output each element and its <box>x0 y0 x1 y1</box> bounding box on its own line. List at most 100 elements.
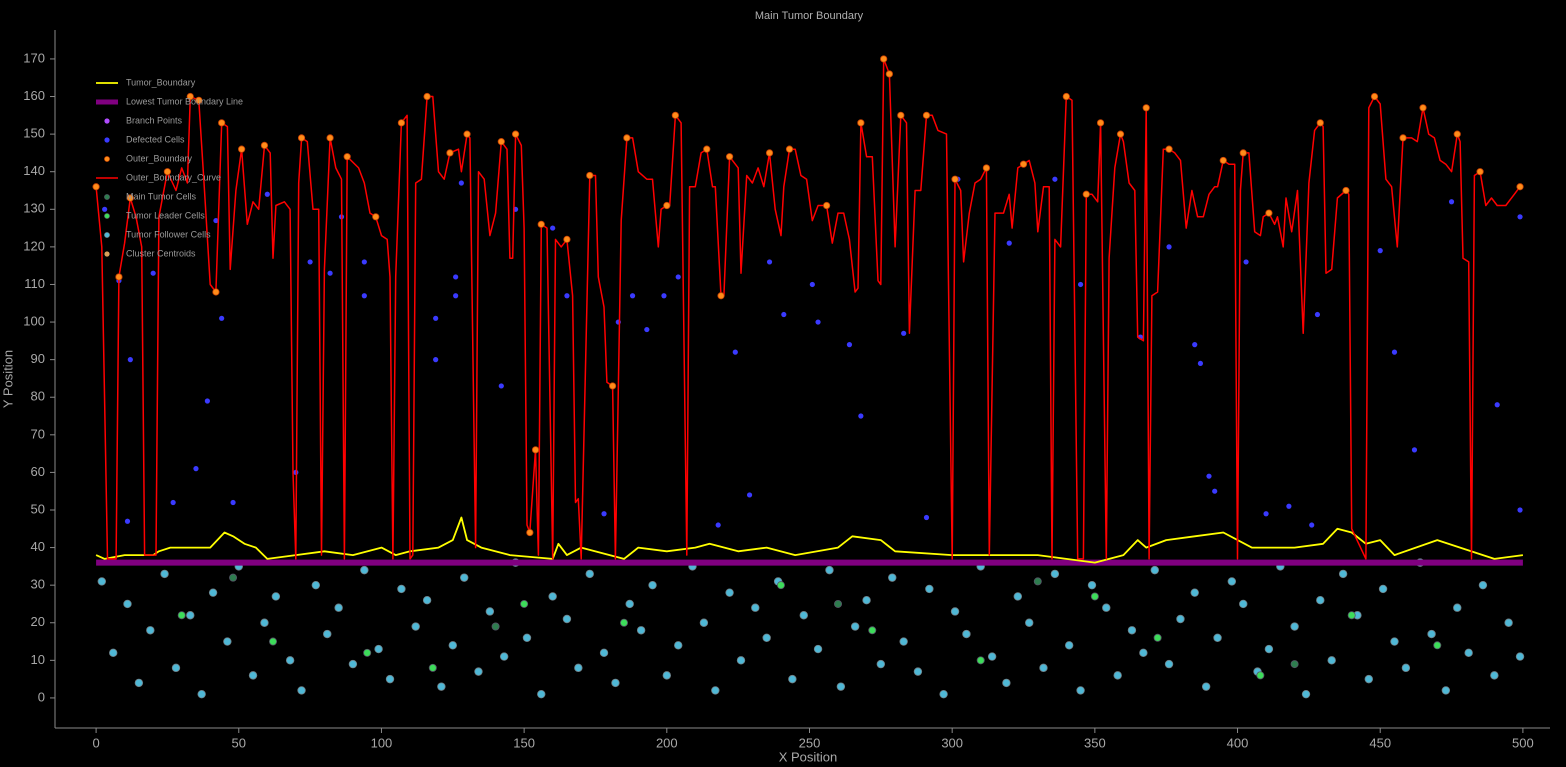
data-point <box>327 270 333 276</box>
data-point <box>1127 626 1137 635</box>
data-point <box>585 569 594 579</box>
data-point <box>1087 580 1097 590</box>
data-point <box>574 663 583 673</box>
data-point <box>485 607 495 616</box>
data-point <box>491 622 500 631</box>
data-point <box>1301 689 1311 699</box>
data-point <box>150 270 156 276</box>
y-tick-label: 70 <box>31 426 45 441</box>
data-point <box>550 225 556 231</box>
data-point <box>675 274 681 280</box>
data-point <box>885 70 893 78</box>
data-point <box>497 138 505 146</box>
data-point <box>1192 342 1198 348</box>
data-point <box>163 168 172 176</box>
data-point <box>1478 580 1488 590</box>
x-tick-label: 50 <box>232 735 246 750</box>
data-point <box>611 678 620 688</box>
data-point <box>823 201 831 210</box>
legend-label: Cluster Centroids <box>126 248 196 258</box>
data-point <box>1239 149 1247 157</box>
data-point <box>1033 577 1042 586</box>
x-tick-label: 0 <box>92 735 99 750</box>
data-point <box>171 663 181 673</box>
data-point <box>218 119 226 127</box>
data-point <box>1076 686 1085 695</box>
data-point <box>562 614 572 624</box>
legend-label: Main Tumor Cells <box>126 191 197 201</box>
data-point <box>888 573 897 582</box>
data-point <box>923 514 930 521</box>
data-point <box>343 153 351 161</box>
data-point <box>146 626 155 635</box>
data-point <box>599 648 609 658</box>
data-point <box>1453 603 1462 612</box>
data-point <box>271 592 281 601</box>
data-point <box>674 641 683 650</box>
legend-swatch <box>104 194 110 200</box>
data-point <box>1316 119 1324 127</box>
data-point <box>644 326 650 333</box>
plot-area <box>92 55 1525 699</box>
data-point <box>897 111 905 119</box>
data-point <box>862 596 871 605</box>
data-point <box>1025 618 1034 627</box>
data-point <box>586 171 594 180</box>
data-point <box>858 413 864 419</box>
data-point <box>361 293 367 299</box>
legend-label: Tumor Follower Cells <box>126 229 211 239</box>
data-point <box>703 145 711 153</box>
data-point <box>127 357 133 363</box>
data-point <box>124 518 131 524</box>
data-point <box>725 153 734 161</box>
data-point <box>448 641 457 650</box>
data-point <box>397 584 406 594</box>
data-point <box>762 633 771 642</box>
data-point <box>1370 92 1379 101</box>
data-point <box>922 111 931 119</box>
data-point <box>1197 360 1204 367</box>
data-point <box>636 626 646 635</box>
data-point <box>1347 611 1356 620</box>
data-point <box>1290 622 1299 631</box>
data-point <box>531 446 540 454</box>
data-point <box>526 528 534 537</box>
data-point <box>397 119 406 127</box>
data-point <box>813 644 823 654</box>
data-point <box>1176 614 1185 624</box>
data-point <box>1517 507 1523 513</box>
data-point <box>230 499 236 506</box>
data-point <box>1264 644 1274 654</box>
data-point <box>248 671 258 680</box>
data-point <box>1448 199 1455 205</box>
data-point <box>498 383 504 389</box>
data-point <box>1517 214 1523 220</box>
data-point <box>323 629 332 639</box>
data-point <box>564 293 570 299</box>
data-point <box>1256 671 1265 680</box>
data-point <box>1019 160 1028 168</box>
data-point <box>1453 130 1461 138</box>
data-point <box>385 674 395 684</box>
chart-title: Main Tumor Boundary <box>755 10 864 22</box>
data-point <box>195 96 203 104</box>
data-point <box>372 213 380 221</box>
data-point <box>170 499 176 506</box>
data-point <box>219 315 225 321</box>
data-point <box>776 581 785 590</box>
x-tick-label: 300 <box>941 735 963 750</box>
data-point <box>193 466 199 472</box>
legend-label: Tumor_Boundary <box>126 77 196 87</box>
data-point <box>428 663 437 672</box>
data-point <box>1113 671 1122 680</box>
data-point <box>363 648 372 657</box>
data-point <box>360 565 369 575</box>
data-point <box>102 206 108 212</box>
data-point <box>348 659 358 669</box>
data-point <box>223 637 232 646</box>
data-point <box>1082 190 1090 198</box>
data-point <box>204 398 210 404</box>
data-point <box>876 659 886 669</box>
data-point <box>1062 92 1070 101</box>
data-point <box>699 618 709 627</box>
